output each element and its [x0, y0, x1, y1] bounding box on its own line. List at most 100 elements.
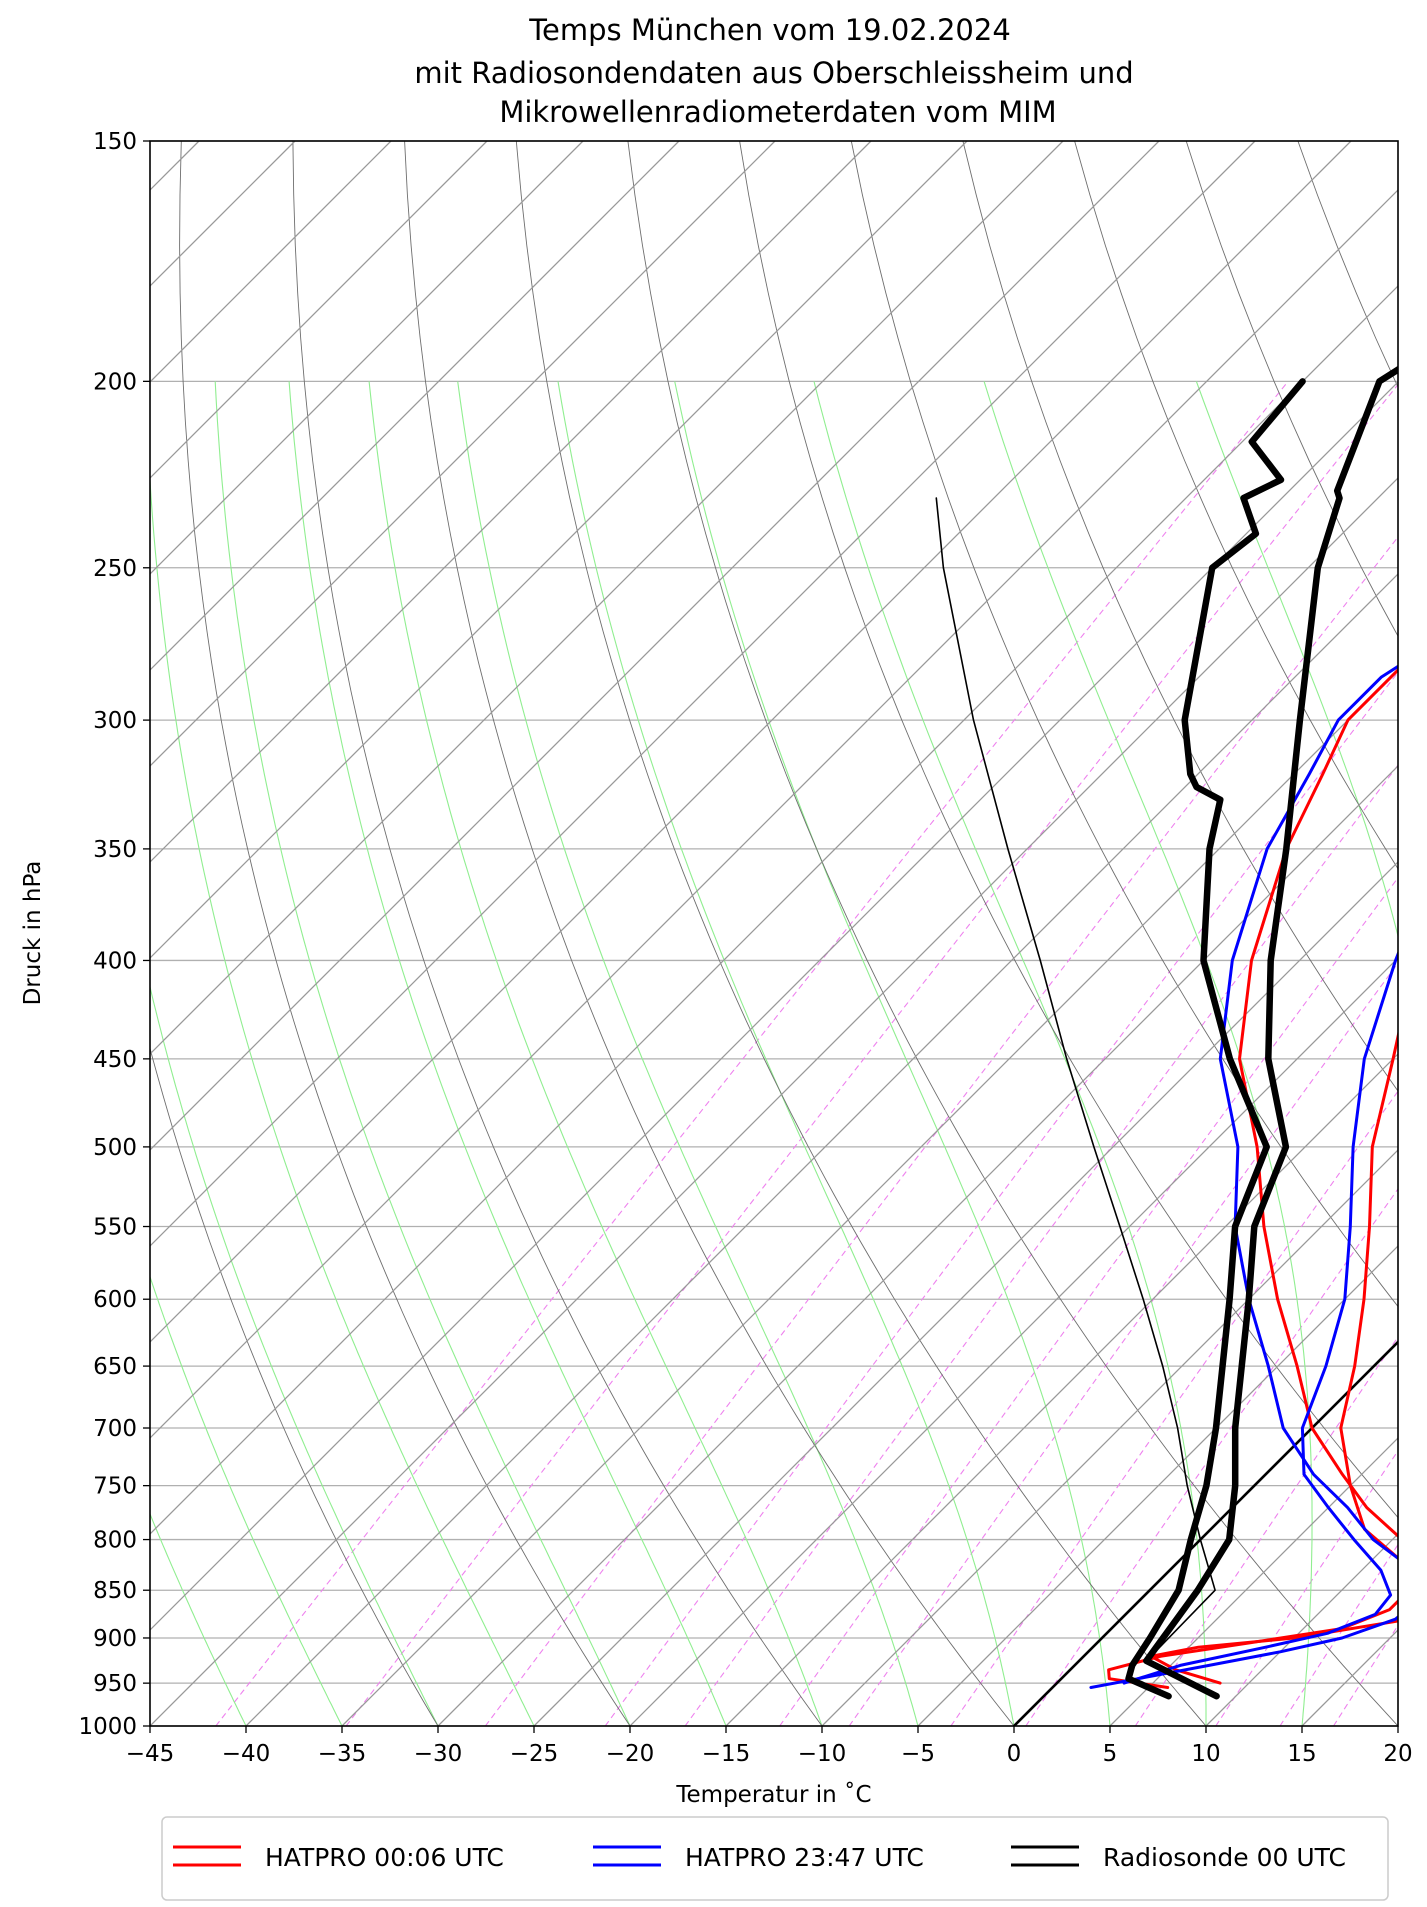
- dry-adiabat: [292, 141, 823, 1726]
- mixing-ratio-line: [1215, 1449, 1398, 1726]
- mixing-ratio-line: [484, 536, 1398, 1726]
- legend-label-hatpro-2347: HATPRO 23:47 UTC: [685, 1843, 924, 1872]
- isotherm: [245, 573, 1398, 1726]
- moist-adiabat: [368, 381, 823, 1726]
- y-tick-label: 800: [93, 1528, 137, 1554]
- hatpro-00-06-utc-dewpoint-line: [1107, 1029, 1398, 1689]
- x-tick-label: −45: [126, 1741, 175, 1767]
- mixing-ratio-line: [215, 381, 1289, 1726]
- isotherm: [0, 141, 7, 1726]
- isotherm: [150, 141, 776, 767]
- dry-adiabat: [850, 141, 1398, 1308]
- zero-isotherm: [1013, 1340, 1398, 1726]
- y-tick-label: 950: [93, 1671, 137, 1697]
- y-tick-label: 600: [93, 1287, 137, 1313]
- mixing-ratio-line: [1134, 1336, 1398, 1726]
- mixing-ratio-line: [1333, 1624, 1398, 1726]
- moist-adiabat: [150, 984, 439, 1726]
- dry-adiabat: [1410, 141, 1427, 1726]
- plot-frame: [149, 140, 1399, 1727]
- moist-adiabat: [1195, 381, 1398, 1726]
- isotherm: [150, 477, 1398, 1726]
- isotherm: [150, 141, 1064, 1055]
- isotherm: [150, 141, 488, 479]
- moist-adiabats: [150, 381, 1398, 1726]
- isotherm: [1397, 1725, 1398, 1726]
- isotherm: [629, 957, 1398, 1726]
- dry-adiabat: [962, 141, 1398, 1092]
- radiosonde-00-utc-dewpoint-line: [1125, 378, 1306, 1700]
- parcel-curve: [935, 497, 1216, 1658]
- isotherm: [821, 1149, 1398, 1726]
- isotherm: [0, 141, 103, 1726]
- legend-label-hatpro-0006: HATPRO 00:06 UTC: [265, 1843, 504, 1872]
- isotherm: [150, 141, 968, 959]
- legend-label-radiosonde: Radiosonde 00 UTC: [1103, 1843, 1346, 1872]
- x-tick-label: 20: [1383, 1741, 1412, 1767]
- x-tick-label: 5: [1103, 1741, 1118, 1767]
- hatpro-23-47-utc-dewpoint-line: [1122, 950, 1398, 1685]
- mixing-ratio-line: [345, 383, 1398, 1726]
- mixing-ratio-line: [1279, 1543, 1398, 1726]
- isotherm: [150, 141, 1256, 1247]
- y-tick-label: 150: [93, 129, 137, 155]
- y-tick-label: 300: [93, 708, 137, 734]
- x-tick-label: −25: [510, 1741, 559, 1767]
- background-lines: [0, 141, 1427, 1726]
- x-tick-label: −10: [798, 1741, 847, 1767]
- y-tick-label: 500: [93, 1135, 137, 1161]
- isotherm: [150, 381, 1398, 1631]
- y-tick-label: 900: [93, 1626, 137, 1652]
- x-tick-label: −5: [901, 1741, 935, 1767]
- mixing-ratio-line: [779, 876, 1398, 1726]
- isotherm: [150, 141, 584, 575]
- hatpro-00-06-utc-temperature-line: [1149, 667, 1398, 1685]
- isotherm: [150, 141, 680, 671]
- y-tick-label: 450: [93, 1047, 137, 1073]
- isotherm: [1109, 1437, 1398, 1726]
- moist-adiabat: [214, 381, 631, 1726]
- mixing-ratio-line: [604, 671, 1398, 1726]
- x-axis-ticks: −45 −40 −35 −30 −25 −20 −15 −10 −5 0 5 10 15 20: [126, 1726, 1413, 1767]
- dry-adiabat: [1185, 141, 1398, 637]
- y-tick-label: 650: [93, 1354, 137, 1380]
- moist-adiabat: [150, 472, 535, 1726]
- legend-box: [161, 1816, 1389, 1901]
- dry-adiabat: [404, 141, 1015, 1726]
- y-axis-label: Druck in hPa: [20, 861, 46, 1006]
- isotherm: [341, 669, 1398, 1726]
- moist-adiabat: [288, 381, 727, 1726]
- data-series: [935, 365, 1398, 1700]
- y-tick-label: 850: [93, 1578, 137, 1604]
- x-tick-label: 10: [1191, 1741, 1220, 1767]
- y-tick-label: 200: [93, 369, 137, 395]
- y-tick-label: 1000: [78, 1714, 137, 1740]
- isotherm: [150, 189, 1398, 1439]
- mixing-ratio-line: [950, 1090, 1398, 1726]
- x-tick-label: −15: [702, 1741, 751, 1767]
- isotherm: [725, 1053, 1398, 1726]
- x-tick-label: −20: [606, 1741, 655, 1767]
- y-tick-label: 350: [93, 837, 137, 863]
- isotherm: [1301, 1629, 1398, 1726]
- y-tick-label: 250: [93, 556, 137, 582]
- moist-adiabat: [674, 381, 1111, 1726]
- moist-adiabat: [983, 381, 1313, 1726]
- chart-title-line-1: Temps München vom 19.02.2024: [528, 13, 1011, 47]
- dry-adiabat: [179, 141, 631, 1726]
- moist-adiabat: [557, 381, 1015, 1726]
- y-tick-label: 750: [93, 1474, 137, 1500]
- dry-adiabat: [515, 141, 1207, 1726]
- isotherm: [150, 141, 872, 863]
- x-axis-label: Temperatur in ˚C: [675, 1781, 871, 1808]
- y-tick-label: 550: [93, 1215, 137, 1241]
- chart-title-line-2: mit Radiosondendaten aus Oberschleisshei…: [414, 56, 1133, 90]
- x-tick-label: 0: [1007, 1741, 1022, 1767]
- moist-adiabat: [150, 1512, 247, 1726]
- mixing-ratio-line: [684, 764, 1398, 1726]
- moist-adiabat: [457, 381, 919, 1726]
- x-tick-label: −30: [414, 1741, 463, 1767]
- dry-adiabat: [627, 141, 1398, 1726]
- y-tick-label: 400: [93, 948, 137, 974]
